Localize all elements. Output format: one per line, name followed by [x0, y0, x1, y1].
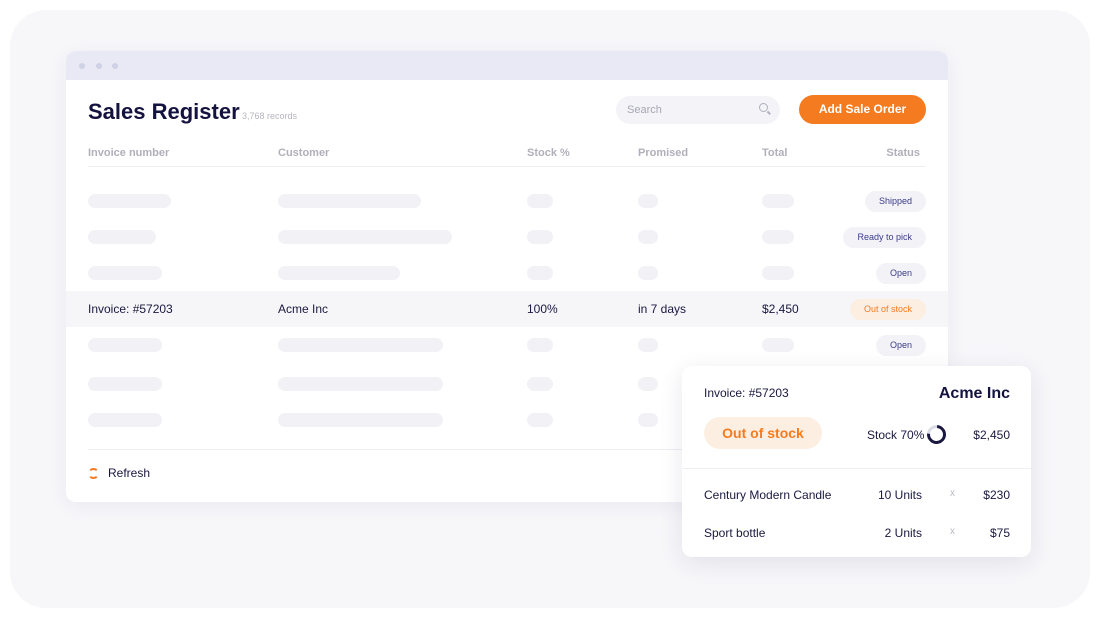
table-row[interactable]	[66, 366, 948, 402]
multiply-sign: x	[950, 526, 955, 537]
search-input[interactable]: Search	[616, 96, 780, 124]
skeleton-placeholder	[88, 377, 162, 391]
promised: in 7 days	[638, 302, 687, 316]
status-badge: Open	[875, 263, 926, 284]
record-count: 3,768 records	[242, 111, 298, 121]
status-badge: Out of stock	[849, 299, 926, 320]
table-row[interactable]: Open	[66, 255, 948, 291]
multiply-sign: x	[950, 488, 955, 499]
skeleton-placeholder	[88, 413, 162, 427]
refresh-button[interactable]: Refresh	[88, 466, 150, 480]
skeleton-placeholder	[88, 266, 162, 280]
skeleton-placeholder	[527, 266, 553, 280]
item-price: $230	[983, 488, 1010, 502]
skeleton-placeholder	[638, 377, 658, 391]
table-row[interactable]	[66, 402, 948, 438]
divider	[88, 449, 926, 450]
divider	[88, 166, 926, 167]
item-quantity: 10 Units	[877, 488, 922, 502]
skeleton-placeholder	[638, 194, 658, 208]
skeleton-placeholder	[278, 230, 452, 244]
card-stock-label: Stock 70%	[867, 428, 925, 442]
table-row[interactable]: Open	[66, 327, 948, 363]
item-quantity: 2 Units	[884, 526, 922, 540]
window-dot-icon[interactable]	[96, 63, 102, 69]
item-name: Sport bottle	[704, 526, 766, 540]
skeleton-placeholder	[88, 338, 162, 352]
column-header-total[interactable]: Total	[762, 147, 788, 159]
table-row-selected[interactable]: Invoice: #57203 Acme Inc 100% in 7 days …	[66, 291, 948, 327]
skeleton-placeholder	[88, 230, 156, 244]
invoice-number: Invoice: #57203	[88, 302, 173, 316]
item-name: Century Modern Candle	[704, 488, 832, 502]
column-header-customer[interactable]: Customer	[278, 147, 330, 159]
skeleton-placeholder	[762, 194, 794, 208]
page-title: Sales Register	[88, 99, 240, 124]
item-price: $75	[989, 526, 1010, 540]
table-row[interactable]: Ready to pick	[66, 219, 948, 255]
customer: Acme Inc	[278, 302, 329, 316]
column-header-status[interactable]: Status	[886, 147, 920, 159]
skeleton-placeholder	[638, 230, 658, 244]
skeleton-placeholder	[638, 338, 658, 352]
search-icon[interactable]	[759, 103, 768, 112]
order-detail-card: Invoice: #57203 Acme Inc Out of stock St…	[682, 366, 1031, 557]
column-header-stock[interactable]: Stock %	[527, 147, 570, 159]
add-sale-order-button[interactable]: Add Sale Order	[799, 95, 926, 124]
skeleton-placeholder	[278, 266, 400, 280]
card-customer: Acme Inc	[938, 385, 1010, 402]
skeleton-placeholder	[762, 230, 794, 244]
skeleton-placeholder	[527, 338, 553, 352]
refresh-icon	[88, 467, 99, 479]
skeleton-placeholder	[278, 194, 421, 208]
status-badge: Open	[875, 335, 926, 356]
skeleton-placeholder	[638, 413, 658, 427]
divider	[682, 468, 1031, 469]
skeleton-placeholder	[278, 377, 443, 391]
status-badge: Shipped	[864, 191, 926, 212]
column-header-promised[interactable]: Promised	[638, 147, 689, 159]
refresh-label: Refresh	[108, 466, 151, 480]
total: $2,450	[762, 302, 799, 316]
skeleton-placeholder	[527, 230, 553, 244]
skeleton-placeholder	[278, 338, 443, 352]
card-total: $2,450	[973, 428, 1010, 442]
window-titlebar	[66, 51, 948, 80]
window-dot-icon[interactable]	[79, 63, 85, 69]
skeleton-placeholder	[88, 194, 171, 208]
skeleton-placeholder	[762, 266, 794, 280]
column-header-invoice[interactable]: Invoice number	[88, 147, 170, 159]
window-dot-icon[interactable]	[112, 63, 118, 69]
card-invoice: Invoice: #57203	[704, 386, 789, 400]
skeleton-placeholder	[638, 266, 658, 280]
skeleton-placeholder	[527, 377, 553, 391]
skeleton-placeholder	[762, 338, 794, 352]
skeleton-placeholder	[527, 413, 553, 427]
skeleton-placeholder	[527, 194, 553, 208]
table-row[interactable]: Shipped	[66, 183, 948, 219]
stock-percent: 100%	[527, 302, 558, 316]
skeleton-placeholder	[278, 413, 443, 427]
card-status-badge: Out of stock	[704, 417, 822, 449]
search-placeholder: Search	[627, 104, 662, 116]
stock-progress-ring-icon	[923, 421, 950, 448]
status-badge: Ready to pick	[843, 227, 926, 248]
